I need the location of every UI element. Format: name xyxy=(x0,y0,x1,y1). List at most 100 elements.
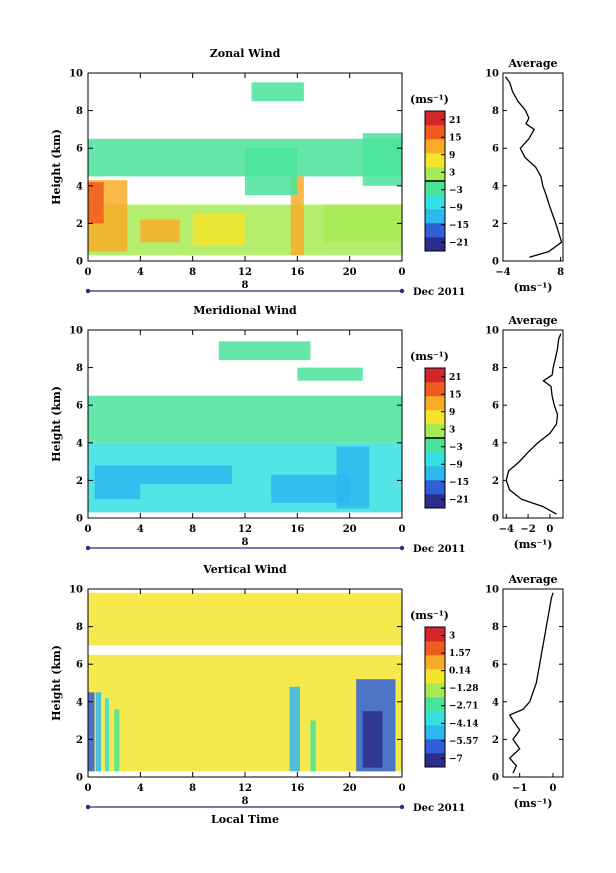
x-tick-label: 16 xyxy=(290,783,304,794)
x-tick-label: 4 xyxy=(137,783,144,794)
heatmap-cell xyxy=(323,204,402,243)
heatmap-cell xyxy=(105,698,109,772)
colorbar-segment xyxy=(425,711,445,726)
profile-x-tick-label: −4 xyxy=(495,267,510,278)
x-tick-label: 0 xyxy=(85,783,92,794)
panel-title: Zonal Wind xyxy=(210,47,281,60)
profile-line xyxy=(505,333,562,515)
y-tick-label: 6 xyxy=(76,660,83,671)
colorbar-segment xyxy=(425,725,445,740)
profile-x-tick-label: −1 xyxy=(512,783,527,794)
x-tick-label: 20 xyxy=(343,267,357,278)
heatmap-cell xyxy=(88,395,402,443)
colorbar-tick-label: −1.28 xyxy=(449,684,478,694)
x-tick-label: 0 xyxy=(399,783,406,794)
panel-title: Meridional Wind xyxy=(193,304,297,317)
heatmap-cell xyxy=(114,709,120,772)
heatmap-cell xyxy=(88,692,95,772)
x-axis-label: Local Time xyxy=(211,813,279,826)
profile-y-tick-label: 10 xyxy=(485,585,499,596)
y-tick-label: 0 xyxy=(76,514,83,525)
colorbar-segment xyxy=(425,139,445,154)
heatmap-cell xyxy=(362,711,383,768)
y-tick-label: 2 xyxy=(76,476,83,487)
x-tick-label: 16 xyxy=(290,524,304,535)
y-tick-label: 10 xyxy=(69,585,83,596)
colorbar-tick-label: −21 xyxy=(449,238,469,248)
heatmap-cell xyxy=(88,654,402,772)
profile-y-tick-label: 0 xyxy=(492,773,499,784)
colorbar-segment xyxy=(425,396,445,411)
heatmap-cell xyxy=(310,720,316,772)
y-tick-label: 2 xyxy=(76,735,83,746)
profile-title: Average xyxy=(507,314,557,327)
x-tick-label: 12 xyxy=(238,524,252,535)
y-tick-label: 10 xyxy=(69,69,83,80)
colorbar-segment xyxy=(425,195,445,210)
x-tick-label: 0 xyxy=(399,267,406,278)
profile-y-tick-label: 0 xyxy=(492,257,499,268)
profile-title: Average xyxy=(507,573,557,586)
x-tick-label: 8 xyxy=(189,267,196,278)
x-tick-label: 4 xyxy=(137,267,144,278)
date-day-label: 8 xyxy=(242,796,249,807)
colorbar-segment xyxy=(425,438,445,453)
x-tick-label: 20 xyxy=(343,783,357,794)
colorbar-segment xyxy=(425,452,445,467)
colorbar-segment xyxy=(425,655,445,670)
colorbar-tick-label: −3 xyxy=(449,186,463,196)
colorbar-segment xyxy=(425,153,445,168)
profile-y-tick-label: 2 xyxy=(492,476,499,487)
colorbar-tick-label: 9 xyxy=(449,408,455,418)
colorbar-tick-label: 9 xyxy=(449,151,455,161)
y-tick-label: 6 xyxy=(76,144,83,155)
profile-frame xyxy=(502,588,564,778)
colorbar-tick-label: −4.14 xyxy=(449,719,478,729)
colorbar-tick-label: 15 xyxy=(449,133,462,143)
profile-y-tick-label: 0 xyxy=(492,514,499,525)
colorbar-segment xyxy=(425,368,445,383)
heatmap-cell xyxy=(218,341,311,361)
x-tick-label: 4 xyxy=(137,524,144,535)
colorbar-segment xyxy=(425,739,445,754)
profile-y-tick-label: 6 xyxy=(492,144,499,155)
profile-x-axis-label: (ms⁻¹) xyxy=(514,281,553,294)
colorbar-segment xyxy=(425,669,445,684)
heatmap-cell xyxy=(245,148,298,196)
profile-frame xyxy=(502,72,564,262)
heatmap-cell xyxy=(95,692,102,772)
colorbar-tick-label: −5.57 xyxy=(449,737,478,747)
date-bar-start-marker xyxy=(85,288,91,294)
profile-x-axis-label: (ms⁻¹) xyxy=(514,538,553,551)
x-tick-label: 8 xyxy=(189,524,196,535)
colorbar-segment xyxy=(425,424,445,439)
colorbar-segment xyxy=(425,125,445,140)
colorbar-frame xyxy=(424,626,446,768)
colorbar-tick-label: 21 xyxy=(449,116,462,126)
heatmap-cell xyxy=(297,367,363,381)
y-tick-label: 10 xyxy=(69,326,83,337)
date-bar-end-marker xyxy=(399,804,405,810)
colorbar-tick-label: 15 xyxy=(449,390,462,400)
heatmap-cell xyxy=(251,82,304,102)
colorbar-segment xyxy=(425,466,445,481)
heatmap-cell xyxy=(271,474,350,503)
profile-x-tick-label: 0 xyxy=(550,783,557,794)
colorbar-tick-label: −2.71 xyxy=(449,702,478,712)
profile-x-tick-label: −4 xyxy=(499,524,514,535)
y-tick-label: 8 xyxy=(76,106,83,117)
date-bar-start-marker xyxy=(85,545,91,551)
heatmap-cell xyxy=(140,465,232,485)
colorbar-segment xyxy=(425,480,445,495)
profile-y-tick-label: 6 xyxy=(492,401,499,412)
profile-y-tick-label: 6 xyxy=(492,660,499,671)
profile-y-tick-label: 10 xyxy=(485,326,499,337)
colorbar-segment xyxy=(425,209,445,224)
date-label: Dec 2011 xyxy=(413,803,465,814)
colorbar-tick-label: 3 xyxy=(449,168,455,178)
date-bar-end-marker xyxy=(399,545,405,551)
colorbar-tick-label: 3 xyxy=(449,632,455,642)
y-tick-label: 2 xyxy=(76,219,83,230)
y-tick-label: 8 xyxy=(76,622,83,633)
